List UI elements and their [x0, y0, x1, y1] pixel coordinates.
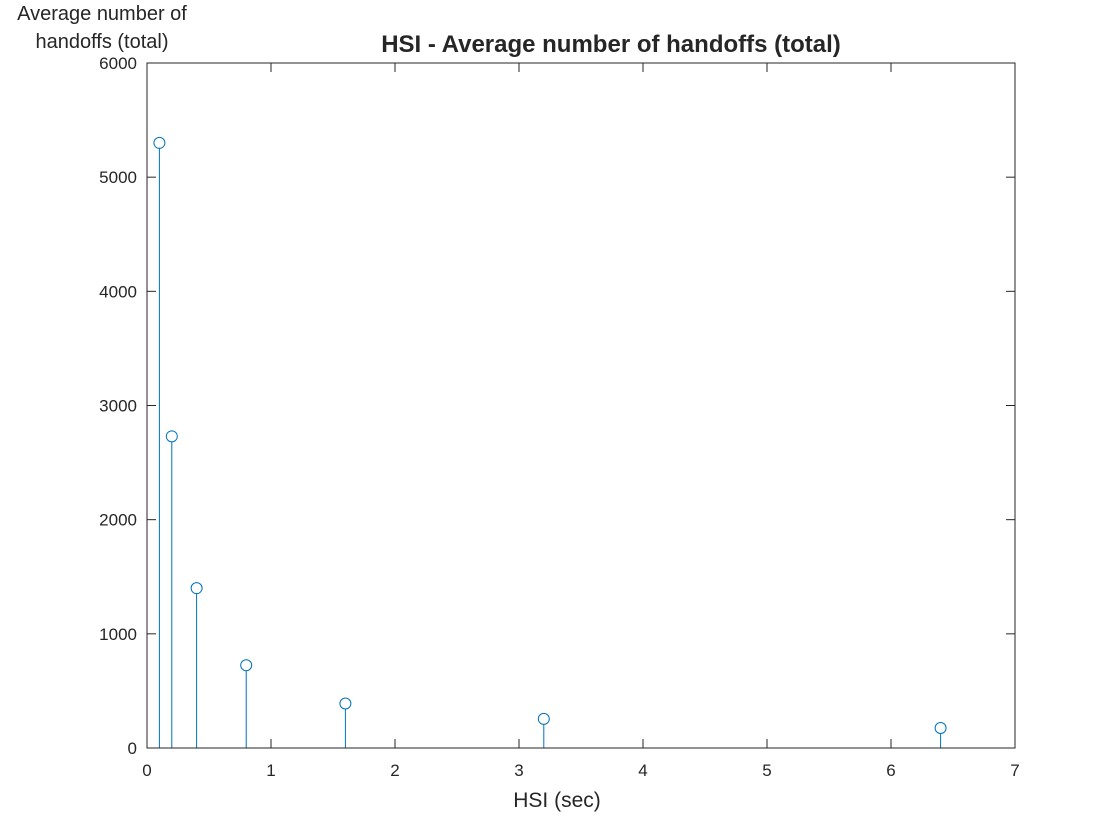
plot-area [147, 63, 1015, 748]
y-tick-label: 1000 [99, 625, 137, 644]
stem-marker [190, 582, 203, 595]
y-axis-label-line-2: handoffs (total) [35, 31, 168, 53]
stem-marker [339, 697, 352, 710]
axis-ticks: 0 1 2 3 4 5 6 7 0 1000 2000 3000 4000 5000 6000 [99, 54, 1020, 780]
x-tick-label: 2 [390, 761, 399, 780]
stem-marker [165, 430, 178, 443]
x-tick-label: 7 [1010, 761, 1019, 780]
stem-marker [537, 712, 550, 725]
x-tick-label: 6 [886, 761, 895, 780]
stem-marker [240, 659, 253, 672]
y-tick-label: 3000 [99, 397, 137, 416]
y-tick-label: 4000 [99, 282, 137, 301]
x-tick-label: 0 [142, 761, 151, 780]
x-tick-label: 5 [762, 761, 771, 780]
y-axis-label-line-1: Average number of [17, 3, 187, 25]
y-tick-label: 2000 [99, 511, 137, 530]
y-tick-label: 6000 [99, 54, 137, 73]
x-axis-label: HSI (sec) [513, 789, 601, 812]
x-tick-label: 1 [266, 761, 275, 780]
stem-marker [153, 136, 166, 149]
x-tick-label: 4 [638, 761, 647, 780]
y-tick-label: 5000 [99, 168, 137, 187]
x-tick-label: 3 [514, 761, 523, 780]
y-tick-label: 0 [128, 739, 137, 758]
stem-marker [934, 722, 947, 735]
axes-box [146, 62, 1016, 749]
chart-title: HSI - Average number of handoffs (total) [381, 31, 841, 58]
data-marks [153, 136, 947, 748]
